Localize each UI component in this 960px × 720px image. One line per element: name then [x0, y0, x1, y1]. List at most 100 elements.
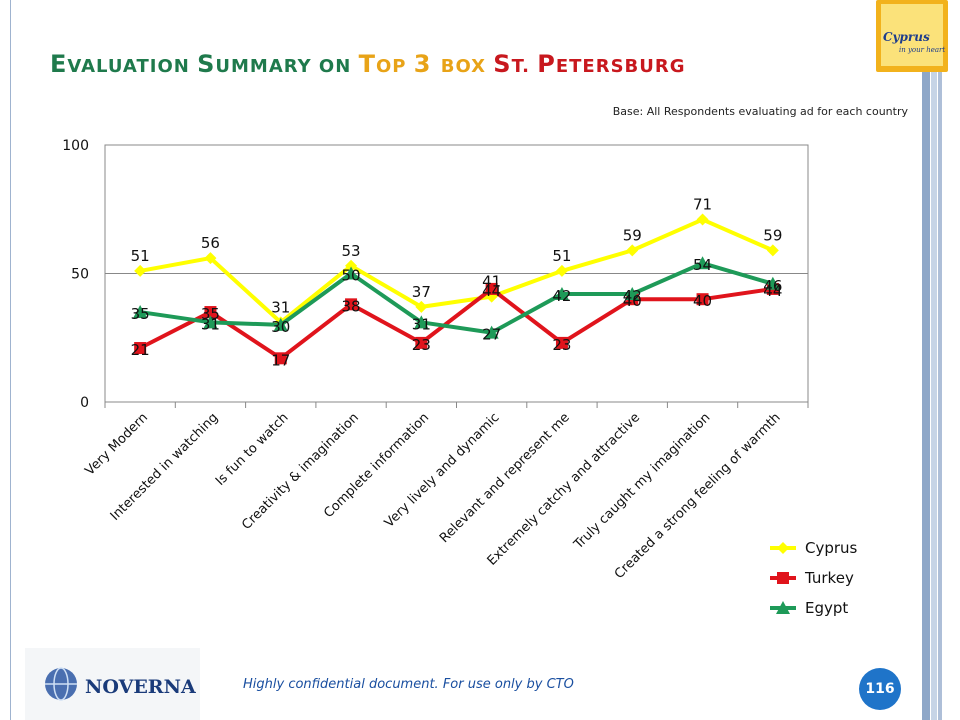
- data-label-egypt: 30: [271, 318, 290, 336]
- data-label-turkey: 44: [763, 282, 782, 300]
- x-category-label: Very Modern: [83, 410, 151, 478]
- data-label-egypt: 42: [623, 287, 642, 305]
- cyprus-logo-text: Cyprus: [883, 30, 930, 44]
- data-point-turkey: [555, 336, 568, 349]
- noverna-logo-text: NOVERNA: [85, 676, 196, 698]
- data-point-turkey: [485, 282, 498, 295]
- data-label-cyprus: 31: [271, 298, 290, 316]
- series-line-cyprus: [139, 217, 774, 325]
- data-point-cyprus: [626, 244, 639, 257]
- data-point-egypt: [625, 287, 640, 301]
- title-part: S: [493, 50, 512, 78]
- legend-label-egypt: Egypt: [805, 599, 848, 617]
- title-part: ETERSBURG: [555, 56, 686, 77]
- data-point-turkey: [134, 342, 147, 355]
- base-note: Base: All Respondents evaluating ad for …: [612, 105, 908, 118]
- globe-icon: [45, 667, 77, 701]
- data-label-cyprus: 51: [552, 247, 571, 265]
- series-line-turkey: [139, 286, 774, 361]
- title-part: 3: [413, 50, 441, 78]
- cyprus-logo-tagline: in your heart: [899, 46, 946, 54]
- title-part: T.: [511, 56, 538, 77]
- data-point-egypt: [344, 266, 359, 280]
- y-tick-label: 100: [62, 138, 89, 154]
- x-category-label: Is fun to watch: [213, 410, 292, 489]
- data-label-cyprus: 56: [201, 234, 220, 252]
- data-point-turkey: [696, 293, 709, 306]
- data-label-egypt: 27: [482, 326, 501, 344]
- data-point-cyprus: [766, 244, 779, 257]
- y-tick-label: 50: [71, 267, 89, 283]
- data-point-egypt: [484, 325, 499, 339]
- data-point-egypt: [695, 256, 710, 270]
- data-point-egypt: [765, 276, 780, 290]
- title-part: E: [50, 50, 68, 78]
- data-label-turkey: 38: [342, 297, 361, 315]
- data-label-cyprus: 51: [131, 247, 150, 265]
- data-label-turkey: 35: [201, 305, 220, 323]
- data-point-turkey: [415, 336, 428, 349]
- x-category-label: Relevant and represent me: [437, 410, 573, 546]
- data-label-egypt: 35: [131, 305, 150, 323]
- title-part: UMMARY ON: [215, 56, 359, 77]
- title-part: S: [197, 50, 216, 78]
- data-point-turkey: [274, 352, 287, 365]
- data-point-turkey: [345, 298, 358, 311]
- page-number-badge: 116: [859, 668, 901, 710]
- title-part: T: [358, 50, 376, 78]
- data-label-turkey: 17: [271, 351, 290, 369]
- right-border-band-mid: [938, 0, 942, 720]
- right-border-band: [922, 0, 930, 720]
- data-point-turkey: [204, 306, 217, 319]
- legend-label-cyprus: Cyprus: [805, 539, 858, 557]
- data-point-egypt: [203, 315, 218, 329]
- data-label-egypt: 54: [693, 256, 712, 274]
- data-point-egypt: [414, 315, 429, 329]
- data-label-turkey: 23: [412, 336, 431, 354]
- y-tick-label: 0: [80, 395, 89, 411]
- data-label-egypt: 50: [342, 267, 361, 285]
- title-part: VALUATION: [67, 56, 198, 77]
- data-label-cyprus: 71: [693, 196, 712, 214]
- data-label-egypt: 31: [201, 315, 220, 333]
- data-label-turkey: 40: [693, 292, 712, 310]
- data-point-cyprus: [204, 252, 217, 265]
- legend-marker-turkey: [777, 572, 789, 584]
- data-label-egypt: 42: [552, 287, 571, 305]
- legend-label-turkey: Turkey: [804, 569, 854, 587]
- left-border-line: [10, 0, 11, 720]
- data-point-cyprus: [134, 264, 147, 277]
- x-category-label: Extremely catchy and attractive: [485, 410, 644, 569]
- data-label-egypt: 46: [763, 277, 782, 295]
- data-label-turkey: 44: [482, 282, 501, 300]
- slide-title: EVALUATION SUMMARY ON TOP 3 BOX ST. PETE…: [50, 50, 686, 78]
- title-part: P: [537, 50, 556, 78]
- data-point-cyprus: [696, 213, 709, 226]
- x-category-label: Very lively and dynamic: [382, 410, 503, 531]
- data-label-cyprus: 41: [482, 273, 501, 291]
- data-point-cyprus: [345, 259, 358, 272]
- data-point-egypt: [273, 317, 288, 331]
- data-point-egypt: [554, 287, 569, 301]
- data-point-cyprus: [415, 300, 428, 313]
- right-border-band-light: [931, 0, 937, 720]
- data-label-turkey: 21: [131, 341, 150, 359]
- legend-marker-egypt: [776, 601, 790, 614]
- data-label-turkey: 23: [552, 336, 571, 354]
- data-label-cyprus: 53: [342, 242, 361, 260]
- data-label-cyprus: 59: [623, 226, 642, 244]
- title-part: OP: [375, 56, 414, 77]
- series-line-egypt: [139, 261, 774, 335]
- data-label-cyprus: 37: [412, 283, 431, 301]
- x-category-label: Truly caught my imagination: [571, 410, 714, 553]
- confidential-note: Highly confidential document. For use on…: [243, 677, 574, 692]
- legend-marker-cyprus: [777, 542, 789, 554]
- data-label-egypt: 31: [412, 315, 431, 333]
- data-point-egypt: [133, 305, 148, 319]
- data-point-cyprus: [555, 264, 568, 277]
- title-part: BOX: [440, 56, 494, 77]
- cyprus-logo: Cyprus in your heart: [876, 0, 948, 72]
- x-category-label: Creativity & imagination: [239, 410, 362, 533]
- data-label-turkey: 40: [623, 292, 642, 310]
